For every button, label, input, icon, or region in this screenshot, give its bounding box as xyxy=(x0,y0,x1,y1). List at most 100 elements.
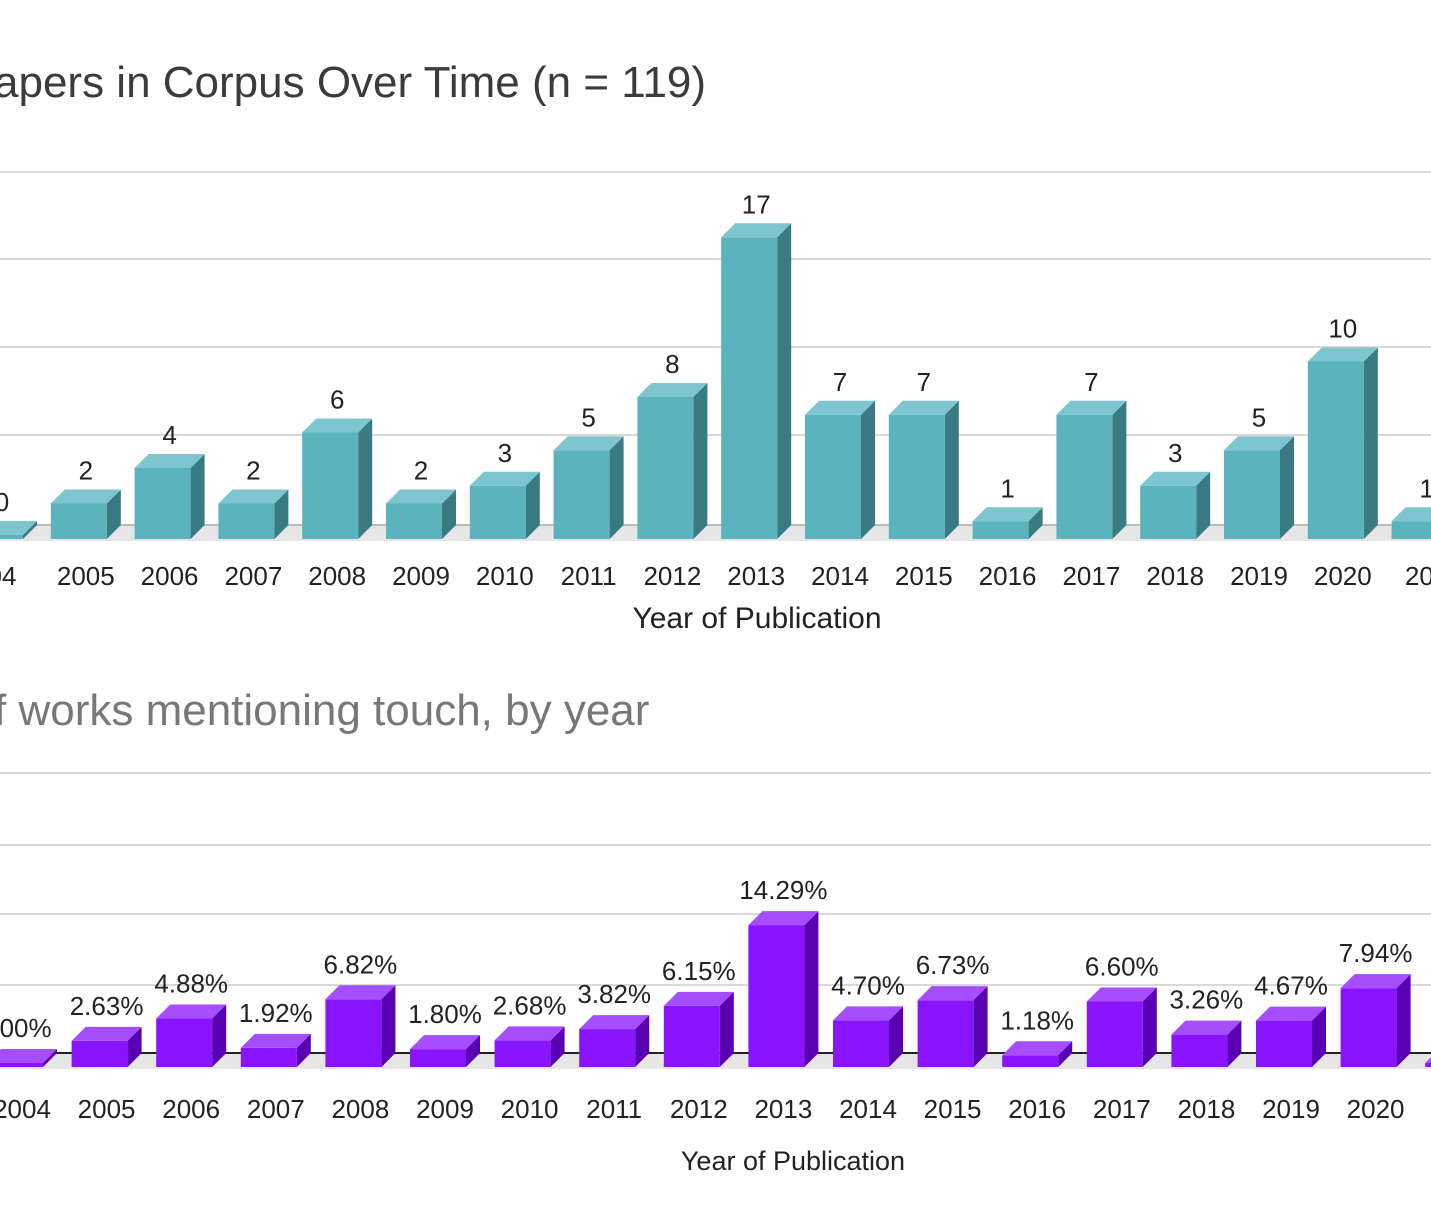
bar-top-face xyxy=(494,1026,565,1041)
chart-2-data-label: 14.29% xyxy=(739,875,827,905)
bar-side-face xyxy=(1363,347,1378,539)
bar-top-face xyxy=(1224,436,1294,451)
bar-side-face xyxy=(525,471,540,539)
chart-1-data-label: 10 xyxy=(1328,314,1357,344)
chart-2-bar-2015 xyxy=(917,986,988,1067)
bar-top-face xyxy=(134,454,205,468)
bar-front-face xyxy=(637,397,694,539)
chart-1-tick-label: 2008 xyxy=(308,561,366,591)
chart-2-data-label: 3.26% xyxy=(1170,985,1244,1015)
chart-2-bar-2017 xyxy=(1086,987,1157,1067)
bar-top-face xyxy=(748,911,819,926)
bar-front-face xyxy=(579,1029,636,1067)
chart-1-tick-label: 2018 xyxy=(1146,561,1204,591)
bar-front-face xyxy=(1086,1001,1143,1067)
bar-side-face xyxy=(719,991,734,1067)
chart-2-tick-label: 2013 xyxy=(754,1094,812,1124)
bar-front-face xyxy=(494,1040,551,1067)
bar-front-face xyxy=(325,999,382,1067)
bar-top-face xyxy=(888,400,959,415)
chart-2-bar-extra xyxy=(1425,1057,1431,1067)
chart-1-bar-2007 xyxy=(218,489,289,539)
bar-top-face xyxy=(240,1033,311,1048)
chart-2-data-label: 6.73% xyxy=(916,950,990,980)
chart-2-bar-2016 xyxy=(1002,1041,1073,1067)
bar-side-face xyxy=(442,489,456,539)
chart-2-tick-label: 2009 xyxy=(416,1094,474,1124)
chart-2-data-label: 2.68% xyxy=(493,990,567,1020)
bar-front-face xyxy=(1307,361,1364,539)
bar-front-face xyxy=(386,503,442,539)
bar-side-face xyxy=(973,986,988,1067)
chart-2-tick-label: 2014 xyxy=(839,1094,897,1124)
chart-1-data-label: 3 xyxy=(498,438,512,468)
bar-top-face xyxy=(410,1035,480,1050)
chart-1-data-label: 7 xyxy=(917,367,931,397)
bar-side-face xyxy=(609,436,624,539)
bar-side-face xyxy=(861,400,875,539)
bar-top-face xyxy=(637,383,708,397)
bar-side-face xyxy=(274,489,289,539)
bar-side-face xyxy=(1227,1020,1242,1067)
bar-top-face xyxy=(71,1026,142,1041)
chart-1-bar-2015 xyxy=(888,400,959,539)
bar-top-face xyxy=(218,489,289,504)
bar-front-face xyxy=(721,237,778,539)
chart-2-data-label: 6.15% xyxy=(662,956,736,986)
chart-1-tick-label: 04 xyxy=(0,561,16,591)
chart-2-data-label: 1.18% xyxy=(1000,1005,1074,1035)
chart-2-data-label: 2.63% xyxy=(70,991,144,1021)
chart-1-tick-label: 2013 xyxy=(727,561,785,591)
bar-top-face xyxy=(386,489,456,504)
bar-front-face xyxy=(50,503,107,539)
chart-1-bar-2014 xyxy=(805,400,875,539)
chart-2-bar-2013 xyxy=(748,911,819,1067)
chart-1-bar-2009 xyxy=(386,489,456,539)
bar-top-face xyxy=(1002,1041,1073,1056)
chart-2-data-label: 1.80% xyxy=(408,999,482,1029)
bar-side-face xyxy=(212,1004,227,1067)
chart-2-tick-label: 2017 xyxy=(1093,1094,1151,1124)
bar-front-face xyxy=(917,1000,974,1067)
bar-top-face xyxy=(50,489,121,504)
chart-1-bar-2020 xyxy=(1307,347,1378,539)
chart-1-data-label: 8 xyxy=(665,349,679,379)
chart-1-data-label: 2 xyxy=(414,456,428,486)
chart-1-bar-202 xyxy=(1391,507,1431,539)
chart-1-data-label: 6 xyxy=(330,385,344,415)
chart-2-data-label: .00% xyxy=(0,1013,52,1043)
chart-2-tick-label: 2004 xyxy=(0,1094,51,1124)
bar-top-face xyxy=(553,436,624,451)
bar-side-face xyxy=(777,223,792,539)
bar-top-face xyxy=(1171,1020,1242,1035)
bar-top-face xyxy=(1256,1006,1326,1021)
chart-1-tick-label: 2010 xyxy=(476,561,534,591)
chart-2-data-label: 7.94% xyxy=(1339,938,1413,968)
bar-side-face xyxy=(1142,987,1157,1067)
bar-top-face xyxy=(579,1015,650,1030)
chart-1-tick-label: 2014 xyxy=(811,561,869,591)
chart-2-tick-label: 2010 xyxy=(501,1094,559,1124)
chart-1-bar-2017 xyxy=(1056,400,1127,539)
chart-2-tick-label: 2005 xyxy=(78,1094,136,1124)
bar-side-face xyxy=(550,1026,565,1067)
chart-1-bar-2011 xyxy=(553,436,624,539)
bar-front-face xyxy=(663,1005,720,1067)
bar-side-face xyxy=(43,1049,57,1067)
chart-2-bar-2011 xyxy=(579,1015,650,1067)
chart-2-tick-label: 2006 xyxy=(162,1094,220,1124)
chart-1-data-label: 5 xyxy=(1252,402,1266,432)
chart-2-bar-2008 xyxy=(325,985,396,1067)
chart-2-tick-label: 2020 xyxy=(1347,1094,1405,1124)
bar-front-face xyxy=(1140,485,1197,539)
chart-2-title: f works mentioning touch, by year xyxy=(0,686,650,735)
bar-side-face xyxy=(1028,507,1043,539)
chart-2: .00% 2004 2.63% 2005 4.88% 2006 1.92% 2007 6.82%… xyxy=(0,772,1431,1176)
bar-top-face xyxy=(1056,400,1127,415)
chart-1-x-axis-title: Year of Publication xyxy=(632,602,881,635)
bar-side-face xyxy=(693,383,708,539)
chart-1-tick-label: 2012 xyxy=(643,561,701,591)
chart-1-tick-label: 2006 xyxy=(141,561,199,591)
bar-front-face xyxy=(71,1040,128,1067)
